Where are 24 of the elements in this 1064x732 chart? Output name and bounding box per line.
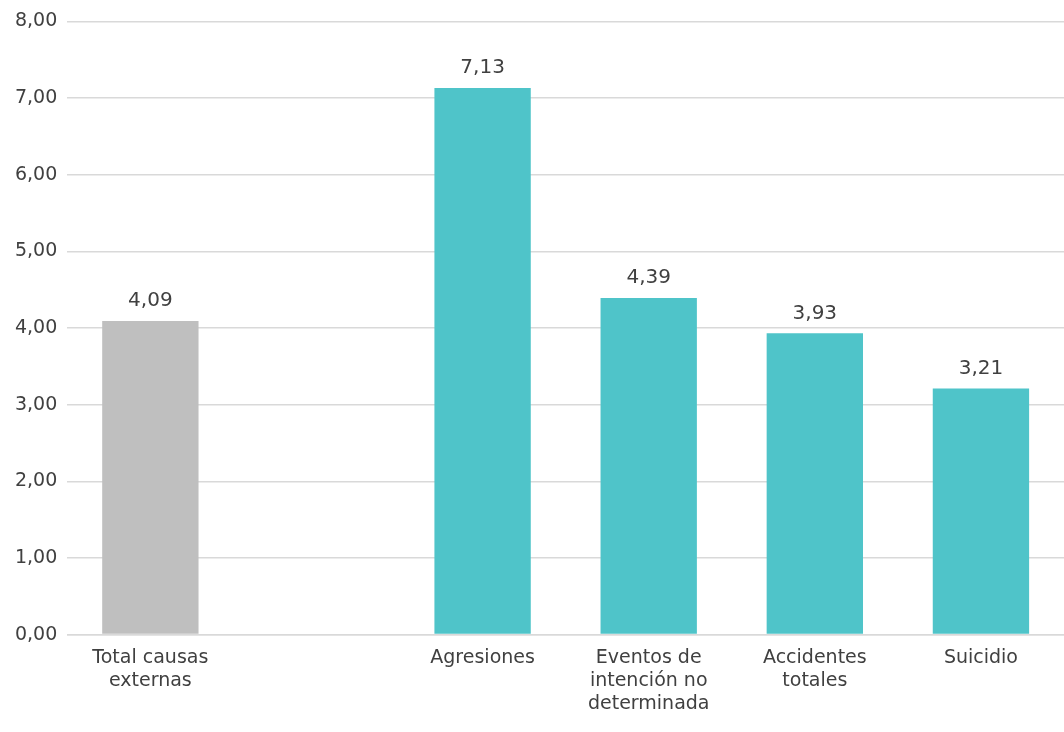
y-tick-label: 8,00 bbox=[14, 8, 58, 31]
bar bbox=[102, 321, 199, 634]
bar bbox=[600, 298, 697, 634]
bar bbox=[766, 333, 863, 634]
data-label: 3,93 bbox=[792, 299, 838, 324]
y-tick-label: 4,00 bbox=[14, 314, 58, 337]
y-tick-label: 1,00 bbox=[14, 544, 58, 567]
x-tick-label: Total causas externas bbox=[91, 644, 209, 690]
bar bbox=[434, 88, 531, 634]
y-tick-label: 5,00 bbox=[14, 238, 58, 261]
data-label: 7,13 bbox=[460, 54, 505, 79]
y-tick-label: 0,00 bbox=[14, 621, 58, 644]
bar bbox=[932, 388, 1030, 634]
data-label: 4,09 bbox=[128, 287, 173, 312]
x-tick-label: Agresiones bbox=[430, 644, 535, 667]
y-tick-label: 6,00 bbox=[14, 161, 58, 184]
data-label: 3,21 bbox=[958, 354, 1004, 379]
y-tick-label: 2,00 bbox=[14, 468, 58, 491]
y-tick-label: 3,00 bbox=[14, 391, 58, 414]
x-tick-label: Suicidio bbox=[943, 644, 1018, 667]
y-tick-label: 7,00 bbox=[14, 84, 58, 107]
x-tick-label: Eventos de intención no determinada bbox=[587, 644, 710, 713]
x-tick-label: Accidentes totales bbox=[762, 644, 867, 690]
data-label: 4,39 bbox=[626, 264, 671, 289]
